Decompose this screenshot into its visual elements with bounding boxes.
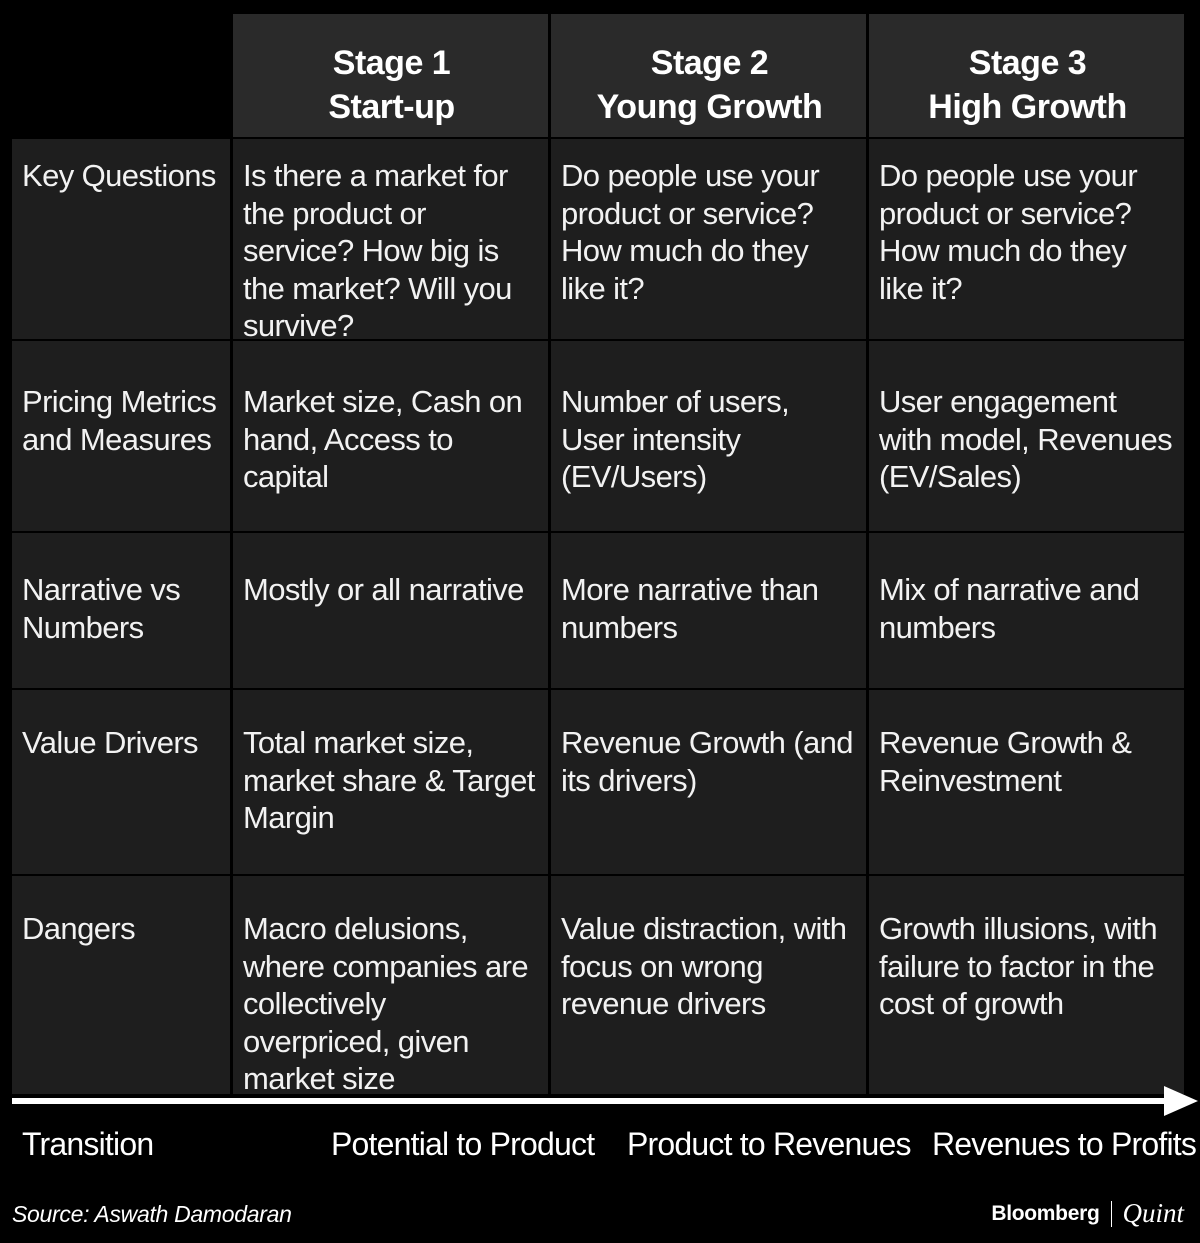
- value-drivers-stage-3: Revenue Growth & Reinvestment: [869, 690, 1184, 874]
- source-credit: Source: Aswath Damodaran: [12, 1201, 292, 1227]
- row-label-key-questions: Key Questions: [12, 139, 230, 339]
- stage-2-number: Stage 2: [650, 43, 769, 82]
- transition-step-3: Revenues to Profits: [932, 1126, 1197, 1162]
- transition-step-2: Product to Revenues: [627, 1126, 911, 1162]
- pricing-metrics-stage-2: Number of users, User intensity (EV/User…: [551, 341, 866, 531]
- stage-3-header: Stage 3 High Growth: [869, 14, 1184, 137]
- narrative-stage-3: Mix of narrative and numbers: [869, 533, 1184, 688]
- row-label-value-drivers: Value Drivers: [12, 690, 230, 874]
- transition-row: Transition Potential to Product Product …: [0, 1126, 1200, 1176]
- stage-1-name: Start-up: [328, 87, 455, 126]
- stage-2-header: Stage 2 Young Growth: [551, 14, 866, 137]
- key-questions-stage-1: Is there a market for the product or ser…: [233, 139, 548, 339]
- stage-3-name: High Growth: [928, 87, 1127, 126]
- dangers-stage-2: Value distraction, with focus on wrong r…: [551, 876, 866, 1094]
- dangers-stage-3: Growth illusions, with failure to factor…: [869, 876, 1184, 1094]
- row-label-dangers: Dangers: [12, 876, 230, 1094]
- transition-arrow-head: [1164, 1086, 1198, 1116]
- brand-partner: Quint: [1122, 1198, 1184, 1228]
- brand-name: Bloomberg: [991, 1201, 1100, 1225]
- value-drivers-stage-2: Revenue Growth (and its drivers): [551, 690, 866, 874]
- value-drivers-stage-1: Total market size, market share & Target…: [233, 690, 548, 874]
- transition-arrow: [12, 1086, 1198, 1116]
- stage-1-number: Stage 1: [332, 43, 451, 82]
- transition-step-1: Potential to Product: [331, 1126, 595, 1162]
- brand-divider: [1111, 1200, 1113, 1227]
- transition-label: Transition: [22, 1126, 154, 1162]
- key-questions-stage-2: Do people use your product or service? H…: [551, 139, 866, 339]
- stages-table: Stage 1 Start-up Stage 2 Young Growth St…: [12, 14, 1184, 1094]
- stage-2-name: Young Growth: [596, 87, 823, 126]
- stage-3-number: Stage 3: [968, 43, 1087, 82]
- key-questions-stage-3: Do people use your product or service? H…: [869, 139, 1184, 339]
- pricing-metrics-stage-3: User engagement with model, Revenues (EV…: [869, 341, 1184, 531]
- narrative-stage-1: Mostly or all narrative: [233, 533, 548, 688]
- stage-1-header: Stage 1 Start-up: [233, 14, 548, 137]
- narrative-stage-2: More narrative than numbers: [551, 533, 866, 688]
- row-label-narrative-vs-numbers: Narrative vs Numbers: [12, 533, 230, 688]
- brand-logo: Bloomberg Quint: [991, 1198, 1184, 1229]
- pricing-metrics-stage-1: Market size, Cash on hand, Access to cap…: [233, 341, 548, 531]
- row-label-pricing-metrics: Pricing Metrics and Measures: [12, 341, 230, 531]
- table-corner: [12, 14, 230, 137]
- dangers-stage-1: Macro delusions, where companies are col…: [233, 876, 548, 1094]
